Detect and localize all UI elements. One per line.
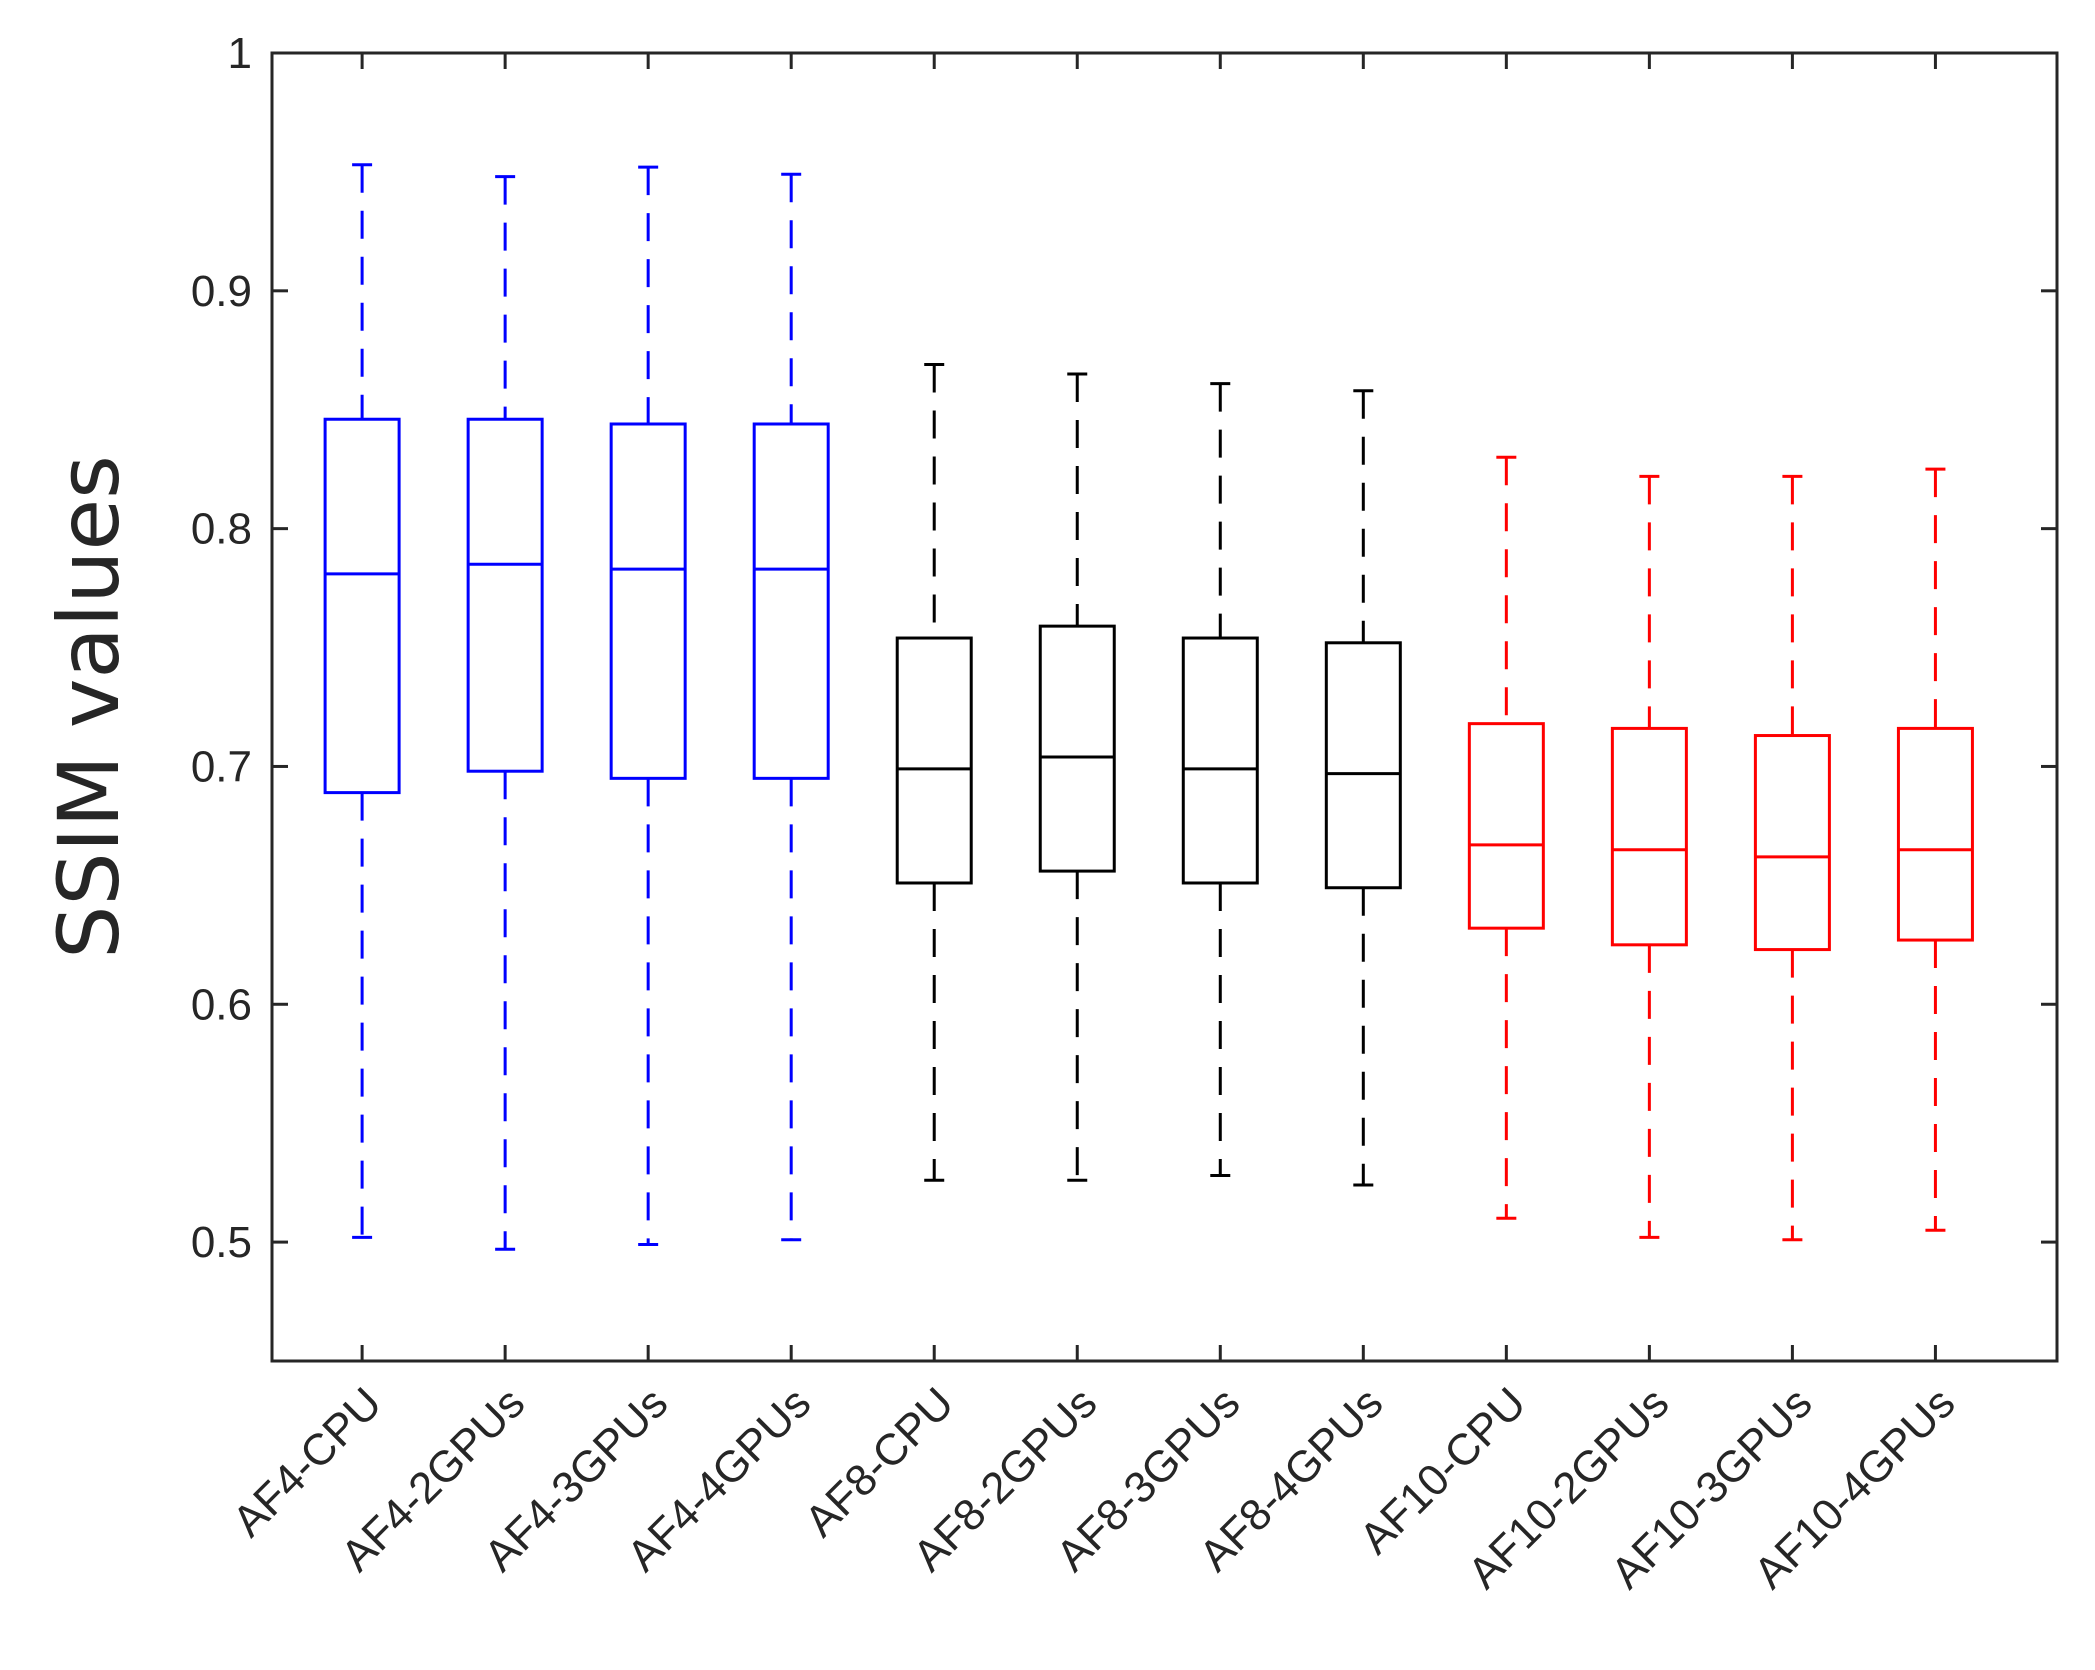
iqr-box [1324, 641, 1402, 890]
iqr-box [466, 417, 544, 773]
iqr-box [1467, 722, 1545, 930]
box-AF4-4GPUs [752, 172, 830, 1242]
box-AF4-CPU [323, 163, 401, 1239]
y-tick-label: 1 [228, 29, 252, 78]
box-AF4-2GPUs [466, 175, 544, 1251]
y-axis-label: SSIM values [40, 455, 138, 959]
iqr-box [752, 422, 830, 780]
iqr-box [1610, 726, 1688, 947]
y-tick-label: 0.6 [191, 980, 252, 1029]
box-AF10-3GPUs [1753, 474, 1831, 1242]
iqr-box [609, 422, 687, 780]
box-AF10-4GPUs [1896, 467, 1974, 1232]
box-AF8-3GPUs [1181, 382, 1259, 1178]
box-AF10-CPU [1467, 455, 1545, 1220]
box-AF8-CPU [895, 363, 973, 1182]
y-tick-label: 0.7 [191, 742, 252, 791]
iqr-box [895, 636, 973, 885]
box-AF10-2GPUs [1610, 474, 1688, 1239]
axes-frame [270, 51, 2059, 1363]
y-axis: 0.5 0.6 0.7 0.8 0.9 1 [191, 29, 2057, 1267]
y-tick-label: 0.8 [191, 505, 252, 554]
iqr-box [1896, 726, 1974, 942]
iqr-box [323, 417, 401, 795]
box-AF8-2GPUs [1038, 372, 1116, 1182]
box-AF4-3GPUs [609, 165, 687, 1246]
y-tick-label: 0.5 [191, 1218, 252, 1267]
box-AF8-4GPUs [1324, 389, 1402, 1187]
iqr-box [1753, 734, 1831, 952]
iqr-box [1038, 624, 1116, 873]
x-axis: AF4-CPUAF4-2GPUsAF4-3GPUsAF4-4GPUsAF8-CP… [223, 53, 1964, 1598]
iqr-box [1181, 636, 1259, 885]
y-tick-label: 0.9 [191, 267, 252, 316]
chart-marks [323, 163, 1974, 1251]
